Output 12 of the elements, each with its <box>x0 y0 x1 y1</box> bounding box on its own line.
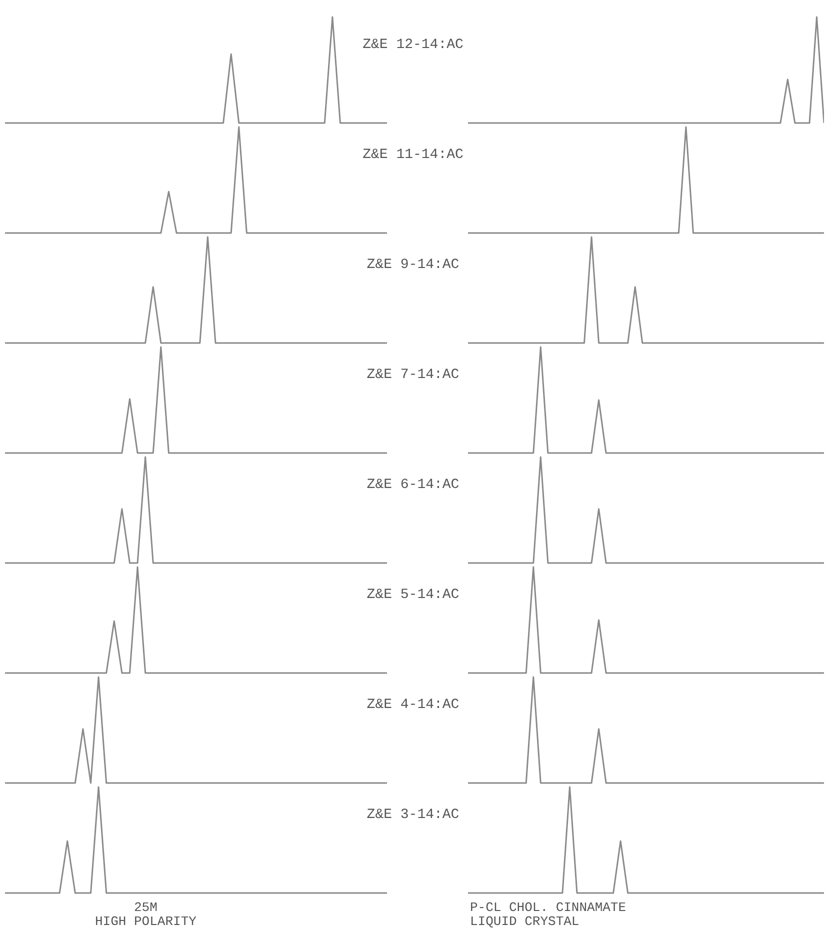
text: LIQUID CRYSTAL <box>470 914 580 929</box>
text: Z&E 4-14:AC <box>366 697 460 713</box>
text: 25M <box>133 900 158 915</box>
text: Z&E 11-14:AC <box>362 147 464 163</box>
text: Z&E 12-14:AC <box>362 37 464 53</box>
text: P-CL CHOL. CINNAMATE <box>470 900 626 915</box>
text: Z&E 5-14:AC <box>366 587 460 603</box>
text: Z&E 7-14:AC <box>366 367 460 383</box>
text: Z&E 3-14:AC <box>366 807 460 823</box>
text: Z&E 9-14:AC <box>366 257 460 273</box>
text: HIGH POLARITY <box>95 914 196 929</box>
text: Z&E 6-14:AC <box>366 477 460 493</box>
